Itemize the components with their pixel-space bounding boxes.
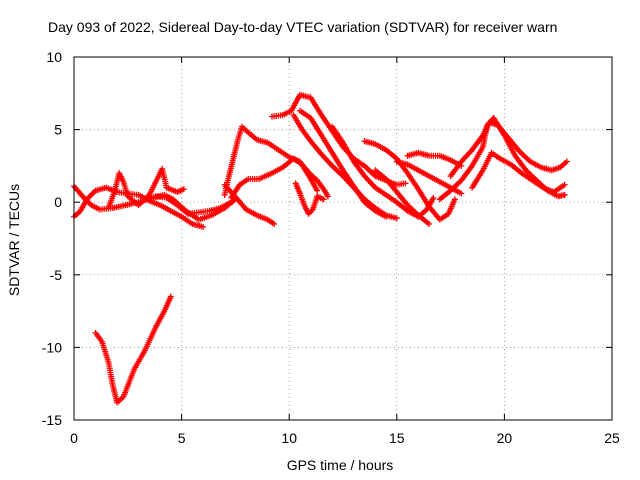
series-sat-i (292, 180, 327, 217)
x-axis-label: GPS time / hours (287, 457, 394, 473)
data-point (383, 213, 390, 220)
y-tick-label: -15 (42, 412, 62, 428)
data-point (458, 190, 465, 197)
y-tick-label: 0 (54, 194, 62, 210)
data-point (180, 186, 187, 193)
data-point (200, 223, 207, 230)
series-sat-s (447, 119, 570, 180)
data-point (451, 196, 458, 203)
y-axis-label: SDTVAR / TECUs (6, 184, 22, 296)
data-point (563, 158, 570, 165)
y-tick-label: -5 (50, 267, 63, 283)
plot-frame (73, 56, 613, 421)
series-sat-l (296, 107, 390, 220)
data-point (561, 191, 568, 198)
data-series-layer (71, 91, 570, 406)
data-point (430, 194, 437, 201)
chart-title: Day 093 of 2022, Sidereal Day-to-day VTE… (48, 19, 557, 35)
data-point (426, 220, 433, 227)
series-sat-o (372, 167, 433, 227)
series-sat-g (228, 155, 331, 201)
series-trace (292, 114, 397, 219)
data-point (314, 187, 321, 194)
data-point (393, 215, 400, 222)
x-tick-label: 25 (604, 430, 620, 446)
data-point (271, 220, 278, 227)
grid-lines (74, 57, 612, 420)
series-sat-n (361, 138, 458, 223)
data-point (402, 180, 409, 187)
data-point (561, 181, 568, 188)
x-tick-label: 5 (178, 430, 186, 446)
series-sat-q (404, 149, 465, 169)
series-sat-h (221, 181, 278, 227)
series-sat-d (105, 165, 187, 212)
y-tick-label: 5 (54, 122, 62, 138)
x-tick-label: 15 (389, 430, 405, 446)
series-sat-t (469, 149, 568, 196)
x-tick-label: 20 (497, 430, 513, 446)
series-trace (299, 110, 387, 218)
data-point (167, 293, 174, 300)
data-point (320, 196, 327, 203)
y-tick-label: -10 (42, 339, 62, 355)
y-tick-label: 10 (46, 49, 62, 65)
x-tick-label: 10 (281, 430, 297, 446)
x-tick-label: 0 (70, 430, 78, 446)
series-sat-a (92, 293, 174, 406)
series-sat-e (152, 193, 235, 217)
axis-ticks (73, 56, 613, 421)
data-point (324, 193, 331, 200)
axis-tick-labels: 0 5 10 15 20 25 -15 -10 -5 0 5 10 (42, 49, 620, 446)
